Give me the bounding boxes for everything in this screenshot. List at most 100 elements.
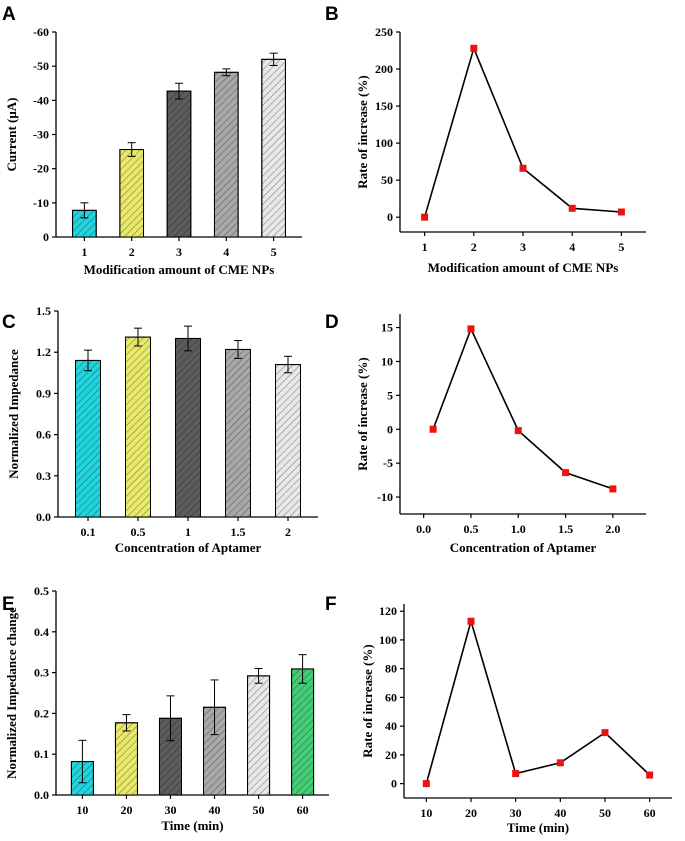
x-axis-title: Time (min) xyxy=(507,820,569,835)
error-bar xyxy=(254,668,263,684)
data-point-5 xyxy=(617,208,625,216)
y-tick-label: 0 xyxy=(387,210,393,224)
y-tick-label: 100 xyxy=(375,136,393,150)
series-line xyxy=(432,326,614,490)
x-tick-label: 30 xyxy=(510,806,522,820)
data-point-0.5 xyxy=(467,325,475,333)
bar-1.5 xyxy=(225,348,251,518)
bar-0.5 xyxy=(125,336,151,518)
y-axis-title: Rate of increase (%) xyxy=(360,644,375,757)
error-bar xyxy=(284,355,292,374)
data-point-0.1 xyxy=(429,425,437,433)
x-axis-title: Modification amount of CME NPs xyxy=(428,260,619,275)
data-point-2 xyxy=(609,485,617,493)
y-tick-label: -40 xyxy=(33,93,49,107)
y-tick-label: 0.2 xyxy=(34,706,49,720)
data-point-40 xyxy=(556,759,564,767)
x-tick-label: 0.0 xyxy=(416,522,431,536)
y-tick-label: 0.6 xyxy=(36,428,51,442)
chart-E: 0.0 0.1 0.2 0.3 0.4 0.5 10 20 30 40 50 60 Time (min)… xyxy=(2,584,329,833)
x-tick-label: 1.5 xyxy=(558,522,573,536)
y-tick-label: 0 xyxy=(43,230,49,244)
y-tick-label: 60 xyxy=(385,690,397,704)
bar-hatch xyxy=(213,71,239,238)
chart-A: 0 -10 -20 -30 -40 -50 -60 1 2 3 4 5 Modification amo… xyxy=(2,4,302,277)
x-tick-label: 0.5 xyxy=(463,522,478,536)
bar-50 xyxy=(247,675,271,796)
error-bar xyxy=(134,327,142,347)
x-axis-title: Concentration of Aptamer xyxy=(450,540,597,555)
bar-0.1 xyxy=(75,359,101,518)
x-tick-label: 1 xyxy=(185,525,191,539)
y-tick-label: -20 xyxy=(33,162,49,176)
y-tick-label: 0.9 xyxy=(36,386,51,400)
error-bar xyxy=(222,68,231,77)
chart-B: 0 50 100 150 200 250 1 2 3 4 5 Modification amount … xyxy=(325,4,646,275)
x-tick-label: 4 xyxy=(569,240,575,254)
y-tick-label: 10 xyxy=(381,354,393,368)
y-axis-title: Normalized Impedance xyxy=(6,349,21,479)
y-axis-title: Normalized Impedance change xyxy=(4,607,19,779)
x-tick-label: 1 xyxy=(422,240,428,254)
x-tick-label: 40 xyxy=(209,803,221,817)
y-tick-label: 1.5 xyxy=(36,304,51,318)
x-tick-label: 2 xyxy=(471,240,477,254)
data-point-50 xyxy=(601,729,609,737)
y-tick-label: 50 xyxy=(381,173,393,187)
y-tick-label: -10 xyxy=(377,490,393,504)
y-tick-label: 0.0 xyxy=(34,788,49,802)
x-tick-label: 4 xyxy=(223,245,229,259)
data-point-1.5 xyxy=(562,469,570,477)
y-tick-label: 200 xyxy=(375,62,393,76)
error-bar xyxy=(269,52,278,66)
x-tick-label: 3 xyxy=(176,245,182,259)
x-tick-label: 20 xyxy=(120,803,132,817)
bar-2 xyxy=(275,364,301,518)
x-tick-label: 10 xyxy=(76,803,88,817)
chart-F: 0 20 40 60 80 100 120 10 20 30 40 50 60 Time (min) Rat… xyxy=(325,594,672,835)
x-tick-label: 1.5 xyxy=(231,525,246,539)
error-bar xyxy=(127,142,136,157)
y-tick-label: 0.0 xyxy=(36,510,51,524)
bar-2 xyxy=(119,149,145,238)
x-tick-label: 0.1 xyxy=(81,525,96,539)
x-tick-label: 1.0 xyxy=(511,522,526,536)
y-tick-label: 0 xyxy=(387,422,393,436)
data-point-1 xyxy=(514,427,522,435)
panel-label: E xyxy=(2,594,15,615)
error-bar xyxy=(166,695,175,742)
x-axis-title: Time (min) xyxy=(161,818,223,833)
y-tick-label: 40 xyxy=(385,719,397,733)
x-tick-label: 2.0 xyxy=(605,522,620,536)
bar-1 xyxy=(175,337,201,518)
data-point-20 xyxy=(467,617,475,625)
panel-label: A xyxy=(2,4,16,25)
y-tick-label: 15 xyxy=(381,321,393,335)
data-point-4 xyxy=(568,204,576,212)
y-tick-label: -5 xyxy=(383,456,393,470)
error-bar xyxy=(78,739,87,784)
data-point-30 xyxy=(512,770,520,778)
x-tick-label: 10 xyxy=(420,806,432,820)
y-tick-label: -50 xyxy=(33,59,49,73)
bar-3 xyxy=(166,90,192,238)
x-tick-label: 50 xyxy=(599,806,611,820)
y-tick-label: 250 xyxy=(375,25,393,39)
data-point-1 xyxy=(421,213,429,221)
bar-hatch xyxy=(261,58,286,238)
y-tick-label: 80 xyxy=(385,662,397,676)
y-tick-label: 20 xyxy=(385,748,397,762)
bar-hatch xyxy=(75,359,101,518)
x-axis-title: Concentration of Aptamer xyxy=(115,540,262,555)
data-point-10 xyxy=(422,780,430,788)
chart-D: -10 -5 0 5 10 15 0.0 0.5 1.0 1.5 2.0 Concentration … xyxy=(325,312,646,555)
y-tick-label: 0.3 xyxy=(34,666,49,680)
x-tick-label: 5 xyxy=(618,240,624,254)
panel-label: F xyxy=(325,594,337,615)
y-tick-label: 120 xyxy=(379,604,397,618)
bar-hatch xyxy=(175,337,201,518)
y-tick-label: 0.1 xyxy=(34,747,49,761)
bar-hatch xyxy=(125,336,151,518)
y-axis-title: Current (μA) xyxy=(4,98,19,172)
